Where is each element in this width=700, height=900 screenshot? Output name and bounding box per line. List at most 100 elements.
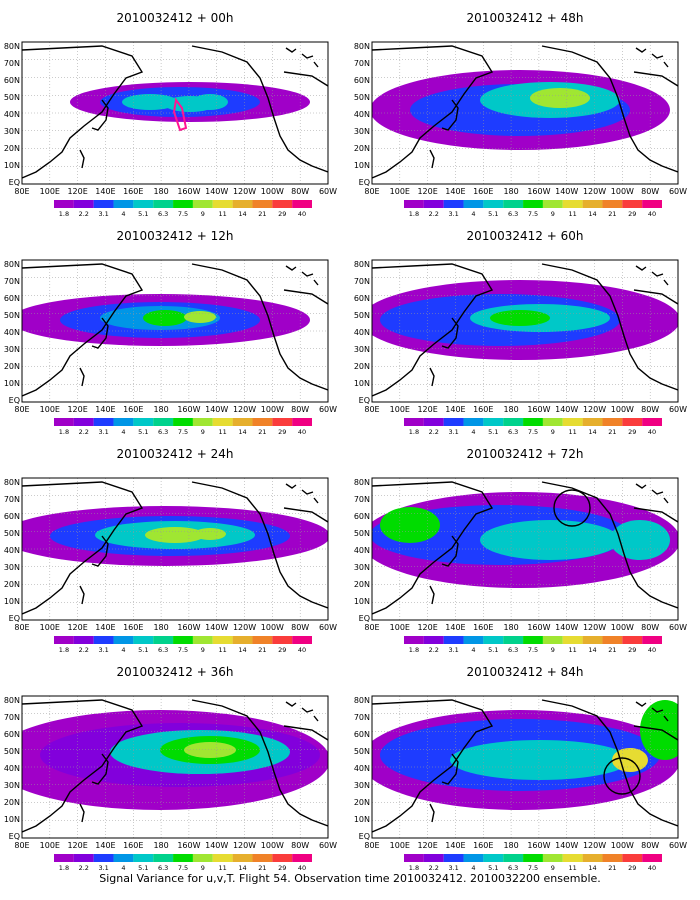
lon-label: 160W xyxy=(527,623,550,632)
lon-label: 100E xyxy=(390,841,410,850)
lat-label: 10N xyxy=(354,597,370,606)
variance-contour xyxy=(490,310,550,326)
colorbar-label: 29 xyxy=(628,864,636,870)
lat-label: EQ xyxy=(9,614,20,623)
colorbar-swatch xyxy=(113,200,134,208)
lat-label: 60N xyxy=(4,76,20,85)
lon-label: 140W xyxy=(205,405,228,414)
colorbar-swatch xyxy=(153,854,174,862)
lat-label: 20N xyxy=(354,144,370,153)
lon-label: 100W xyxy=(611,187,634,196)
colorbar-swatch xyxy=(212,200,233,208)
lon-label: 80W xyxy=(291,841,309,850)
colorbar-swatch xyxy=(54,200,74,208)
colorbar-swatch xyxy=(602,418,623,426)
colorbar-swatch xyxy=(443,636,464,644)
lat-label: 20N xyxy=(354,362,370,371)
colorbar-label: 29 xyxy=(628,428,636,436)
lon-label: 120E xyxy=(417,841,437,850)
lat-label: EQ xyxy=(9,178,20,187)
variance-field xyxy=(372,280,678,360)
lat-label: 20N xyxy=(4,362,20,371)
lon-label: 80E xyxy=(364,841,379,850)
colorbar-swatch xyxy=(582,854,603,862)
colorbar-swatch xyxy=(622,854,643,862)
lon-label: 140E xyxy=(445,841,465,850)
lon-label: 120W xyxy=(233,405,256,414)
colorbar-swatch xyxy=(173,854,193,862)
map-panel: 2010032412 + 84h 80N 70N 60N 50N 40N 30N 20N 10N… xyxy=(354,665,687,870)
colorbar-swatch xyxy=(252,854,273,862)
lat-label: 30N xyxy=(354,345,370,354)
colorbar-swatch xyxy=(173,636,193,644)
variance-contour xyxy=(122,94,178,110)
lat-label: 70N xyxy=(354,59,370,68)
colorbar-swatch xyxy=(54,854,74,862)
colorbar-label: 11 xyxy=(219,646,227,654)
colorbar-label: 5.1 xyxy=(488,646,498,654)
colorbar-swatch xyxy=(463,854,484,862)
colorbar-swatch xyxy=(523,854,543,862)
lon-label: 100W xyxy=(611,405,634,414)
lat-label: 30N xyxy=(354,127,370,136)
colorbar-label: 21 xyxy=(608,428,616,436)
colorbar-label: 7.5 xyxy=(528,864,538,870)
map-frame xyxy=(371,259,679,403)
lon-label: 60W xyxy=(319,623,337,632)
lon-label: 140W xyxy=(555,841,578,850)
colorbar-swatch xyxy=(404,200,424,208)
colorbar-label: 9 xyxy=(551,428,555,436)
lon-label: 80E xyxy=(364,187,379,196)
lat-label: 80N xyxy=(354,260,370,269)
lat-label: 60N xyxy=(4,512,20,521)
colorbar-swatch xyxy=(562,854,583,862)
coastline xyxy=(372,45,678,179)
coastline xyxy=(22,481,328,615)
colorbar-swatch xyxy=(173,200,193,208)
lon-label: 180 xyxy=(503,841,518,850)
panel-title: 2010032412 + 84h xyxy=(467,665,584,679)
colorbar-label: 4 xyxy=(121,864,125,870)
lat-label: 50N xyxy=(354,529,370,538)
variance-field xyxy=(372,700,678,810)
colorbar-swatch xyxy=(423,854,444,862)
colorbar-label: 40 xyxy=(648,864,656,870)
colorbar-swatch xyxy=(523,636,543,644)
colorbar-swatch xyxy=(642,854,662,862)
figure-canvas: 2010032412 + 00h 80N 70N 60N 50N 40N 30N 20N 10N… xyxy=(4,11,687,870)
lon-label: 160W xyxy=(527,405,550,414)
map-panel: 2010032412 + 48h 80N 70N 60N 50N 40N 30N 20N 10N… xyxy=(354,11,687,218)
lat-label: 70N xyxy=(4,59,20,68)
colorbar-label: 1.8 xyxy=(409,210,419,218)
colorbar-label: 3.1 xyxy=(448,646,458,654)
variance-field xyxy=(372,492,678,588)
colorbar-label: 11 xyxy=(569,428,577,436)
colorbar-swatch xyxy=(602,854,623,862)
colorbar-label: 6.3 xyxy=(508,646,518,654)
colorbar-label: 21 xyxy=(258,210,266,218)
colorbar-label: 4 xyxy=(471,210,475,218)
lon-label: 80W xyxy=(291,405,309,414)
colorbar-label: 5.1 xyxy=(488,210,498,218)
lon-label: 60W xyxy=(669,841,687,850)
colorbar-label: 1.8 xyxy=(409,646,419,654)
lon-label: 60W xyxy=(319,405,337,414)
lat-label: 60N xyxy=(354,76,370,85)
lon-label: 160E xyxy=(473,405,493,414)
lat-label: 10N xyxy=(4,815,20,824)
colorbar-label: 9 xyxy=(201,428,205,436)
colorbar-label: 21 xyxy=(608,646,616,654)
lat-label: 50N xyxy=(354,747,370,756)
lon-label: 180 xyxy=(153,623,168,632)
colorbar-swatch xyxy=(622,636,643,644)
colorbar-label: 14 xyxy=(588,864,596,870)
colorbar-label: 4 xyxy=(121,646,125,654)
variance-contour xyxy=(194,528,226,540)
lat-label: 60N xyxy=(354,730,370,739)
variance-contour xyxy=(450,740,630,780)
colorbar-swatch xyxy=(483,854,504,862)
colorbar-label: 5.1 xyxy=(488,428,498,436)
colorbar-swatch xyxy=(602,636,623,644)
colorbar-label: 6.3 xyxy=(508,864,518,870)
colorbar-swatch xyxy=(542,854,563,862)
